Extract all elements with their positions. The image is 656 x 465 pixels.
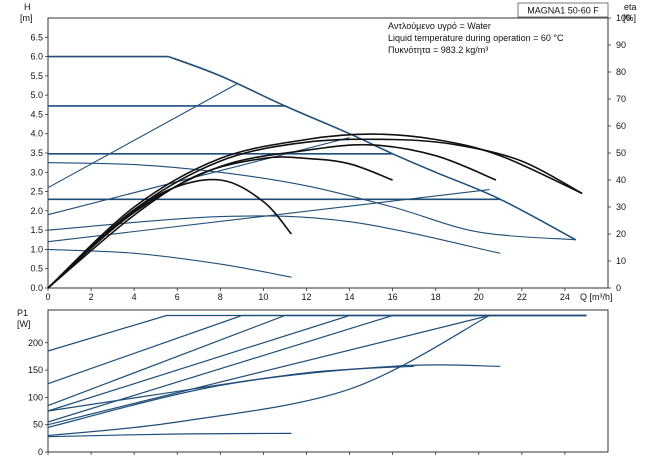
head-tick-label: 4.0	[30, 129, 43, 139]
eta-tick-label: 50	[616, 148, 626, 158]
eta-tick-label: 60	[616, 121, 626, 131]
power-tick-label: 50	[33, 420, 43, 430]
eta-tick-label: 40	[616, 175, 626, 185]
efficiency-curve-14	[47, 156, 393, 289]
efficiency-curve-15	[47, 178, 293, 289]
efficiency-curve-11	[47, 133, 583, 289]
power-curve-8	[47, 314, 490, 437]
x-tick-label: 6	[175, 292, 180, 302]
eta-tick-label: 20	[616, 229, 626, 239]
power-curve-7	[47, 432, 292, 438]
head-tick-label: 3.0	[30, 167, 43, 177]
x-tick-label: 22	[517, 292, 527, 302]
flow-axis-label: Q [m³/h]	[580, 292, 613, 302]
eta-tick-label: 100	[616, 13, 631, 23]
proportional-curve-5	[47, 83, 238, 189]
head-tick-label: 1.0	[30, 244, 43, 254]
model-label: MAGNA1 50-60 F	[527, 6, 599, 16]
x-tick-label: 24	[560, 292, 570, 302]
efficiency-curves	[47, 133, 583, 289]
x-tick-label: 4	[132, 292, 137, 302]
power-tick-label: 100	[28, 392, 43, 402]
power-curve-0	[47, 314, 587, 352]
head-axis-unit: [m]	[20, 13, 33, 23]
axis-ticks: 0 2 4 6 8 10 12 14 16 18 20 22 240.00.51.01.52.02.53…	[28, 13, 631, 457]
head-tick-label: 0.0	[30, 283, 43, 293]
eta-axis-label: eta	[624, 2, 637, 12]
x-tick-label: 10	[258, 292, 268, 302]
x-tick-label: 20	[474, 292, 484, 302]
power-curve-2	[47, 314, 587, 407]
head-tick-label: 6.0	[30, 52, 43, 62]
power-curve-9	[47, 365, 415, 412]
power-axis-unit: [W]	[17, 319, 31, 329]
head-axis-label: H	[24, 2, 31, 12]
head-tick-label: 3.5	[30, 148, 43, 158]
eta-tick-label: 80	[616, 67, 626, 77]
head-tick-label: 6.5	[30, 32, 43, 42]
eta-tick-label: 0	[616, 283, 621, 293]
x-tick-label: 18	[431, 292, 441, 302]
eta-tick-label: 30	[616, 202, 626, 212]
x-tick-label: 12	[301, 292, 311, 302]
eta-axis-unit: [%]	[623, 13, 636, 23]
x-tick-label: 14	[345, 292, 355, 302]
model-label-box	[517, 2, 609, 18]
x-tick-label: 16	[388, 292, 398, 302]
info-line-2: Liquid temperature during operation = 60…	[388, 33, 564, 43]
head-curve-9	[47, 162, 576, 241]
head-tick-label: 2.0	[30, 206, 43, 216]
proportional-curve-6	[47, 137, 350, 216]
head-tick-label: 1.5	[30, 225, 43, 235]
power-tick-label: 0	[38, 447, 43, 457]
max-curve-4	[168, 55, 577, 241]
head-tick-label: 5.0	[30, 90, 43, 100]
min-curve-8	[47, 248, 292, 278]
info-line-1: Αντλούμενο υγρό = Water	[388, 21, 491, 31]
power-curve-5	[47, 314, 587, 426]
x-tick-label: 2	[89, 292, 94, 302]
power-curve-6	[47, 364, 501, 428]
power-panel-frame	[47, 309, 609, 453]
head-tick-label: 2.5	[30, 187, 43, 197]
eta-tick-label: 70	[616, 94, 626, 104]
head-curves	[47, 55, 577, 278]
power-curves	[47, 314, 587, 438]
head-tick-label: 0.5	[30, 264, 43, 274]
power-axis-label: P1	[17, 308, 28, 318]
eta-tick-label: 10	[616, 256, 626, 266]
power-tick-label: 150	[28, 365, 43, 375]
x-tick-label: 8	[218, 292, 223, 302]
efficiency-curve-12	[47, 138, 583, 289]
head-tick-label: 4.5	[30, 109, 43, 119]
x-tick-label: 0	[45, 292, 50, 302]
efficiency-curve-13	[47, 143, 497, 289]
head-tick-label: 5.5	[30, 71, 43, 81]
info-line-3: Πυκνότητα = 983.2 kg/m³	[388, 45, 488, 55]
eta-tick-label: 90	[616, 40, 626, 50]
power-tick-label: 200	[28, 338, 43, 348]
